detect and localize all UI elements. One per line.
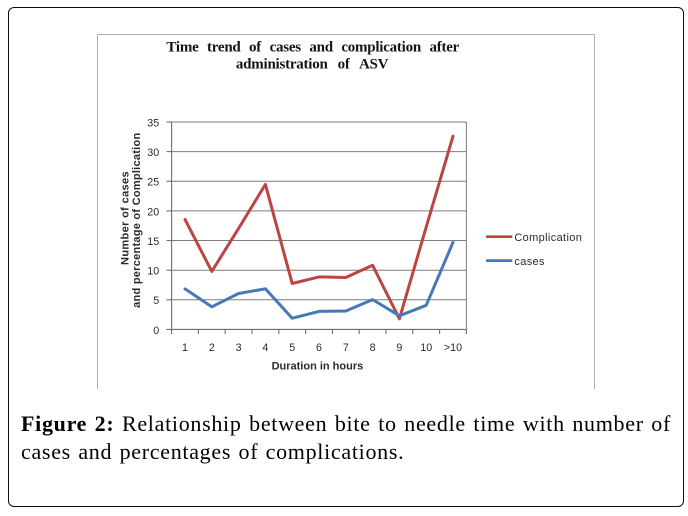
svg-text:Complication: Complication xyxy=(514,232,582,244)
svg-text:Time trend of cases and compli: Time trend of cases and complication aft… xyxy=(166,39,459,55)
svg-text:Number of cases: Number of cases xyxy=(120,171,132,265)
svg-text:10: 10 xyxy=(420,342,432,354)
svg-text:35: 35 xyxy=(147,117,159,129)
svg-text:cases: cases xyxy=(514,256,545,268)
svg-text:1: 1 xyxy=(182,342,188,354)
svg-text:5: 5 xyxy=(153,295,159,307)
svg-text:3: 3 xyxy=(236,342,242,354)
svg-text:>10: >10 xyxy=(444,342,462,354)
svg-text:2: 2 xyxy=(209,342,215,354)
svg-text:5: 5 xyxy=(289,342,295,354)
svg-text:8: 8 xyxy=(370,342,376,354)
svg-text:20: 20 xyxy=(147,206,159,218)
svg-text:Duration in hours: Duration in hours xyxy=(272,360,364,372)
svg-text:25: 25 xyxy=(147,177,159,189)
svg-text:and percentage of Complication: and percentage of Complication xyxy=(131,133,143,308)
svg-text:15: 15 xyxy=(147,236,159,248)
svg-text:administration of ASV: administration of ASV xyxy=(236,57,389,73)
svg-text:30: 30 xyxy=(147,147,159,159)
svg-text:10: 10 xyxy=(147,266,159,278)
svg-text:9: 9 xyxy=(396,342,402,354)
svg-text:7: 7 xyxy=(343,342,349,354)
svg-text:4: 4 xyxy=(262,342,268,354)
svg-text:6: 6 xyxy=(316,342,322,354)
svg-text:0: 0 xyxy=(153,325,159,337)
